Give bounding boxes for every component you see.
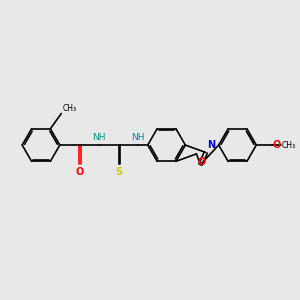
Text: S: S — [115, 167, 122, 176]
Text: O: O — [75, 167, 83, 176]
Text: N: N — [207, 140, 215, 149]
Text: CH₃: CH₃ — [62, 103, 76, 112]
Text: NH: NH — [131, 133, 145, 142]
Text: NH: NH — [92, 133, 106, 142]
Text: CH₃: CH₃ — [281, 140, 296, 149]
Text: O: O — [197, 157, 206, 167]
Text: O: O — [273, 140, 281, 150]
